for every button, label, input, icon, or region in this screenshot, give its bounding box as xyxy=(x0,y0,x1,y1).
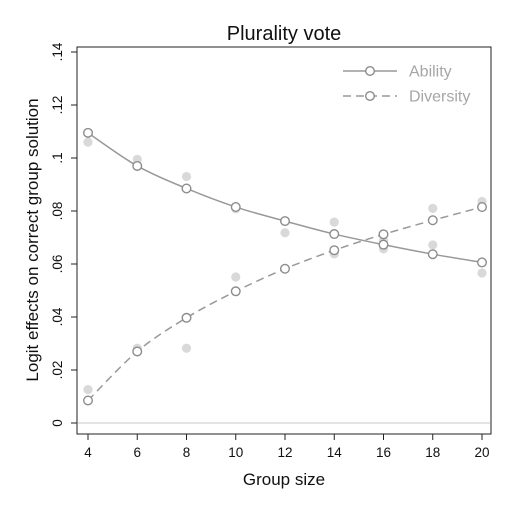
x-tick-label: 8 xyxy=(183,445,191,460)
y-axis-title: Logit effects on correct group solution xyxy=(23,98,42,381)
ability-fitted-point xyxy=(230,202,241,213)
diversity-legend-label: Diversity xyxy=(409,89,470,106)
ability-fitted-point xyxy=(132,160,143,171)
diversity-fitted-point xyxy=(378,229,389,240)
y-tick-label: 0 xyxy=(50,419,65,427)
ability-fitted-point xyxy=(329,229,340,240)
x-tick-label: 14 xyxy=(327,445,343,460)
diversity-fitted-point xyxy=(427,215,438,226)
ability-fitted-line xyxy=(87,132,483,264)
y-tick-label: .04 xyxy=(50,307,65,326)
chart-title: Plurality vote xyxy=(227,23,342,45)
ability-fitted-point xyxy=(82,127,93,138)
y-tick-label: .14 xyxy=(50,42,65,61)
diversity-fitted-point xyxy=(82,395,93,406)
diversity-observed-point xyxy=(428,203,438,213)
ability-observed-point xyxy=(83,137,93,147)
ability-fitted-point xyxy=(427,249,438,260)
y-tick-label: .12 xyxy=(50,96,65,115)
ability-legend-marker xyxy=(365,65,376,76)
ability-fitted-point xyxy=(280,216,291,227)
ability-observed-point xyxy=(329,217,339,227)
ability-observed-point xyxy=(280,228,290,238)
y-tick-label: .06 xyxy=(50,255,65,274)
x-tick-label: 6 xyxy=(133,445,141,460)
ability-observed-point xyxy=(181,171,192,182)
x-tick-label: 10 xyxy=(228,445,243,460)
ability-observed-point xyxy=(477,268,487,278)
x-tick-label: 16 xyxy=(376,445,391,460)
diversity-fitted-point xyxy=(132,346,143,357)
plot-frame xyxy=(76,46,492,435)
ability-fitted-point xyxy=(477,257,488,268)
ability-fitted-point xyxy=(181,183,192,194)
diversity-fitted-point xyxy=(477,202,488,213)
diversity-observed-point xyxy=(83,385,93,395)
axes: 4 6 8 10 12 14 16 18 20 0 .02 .04 .06 .08 .1 .12 .14 xyxy=(50,42,490,460)
x-tick-label: 20 xyxy=(474,445,489,460)
y-tick-label: .1 xyxy=(50,152,65,163)
ability-fitted-point xyxy=(378,239,389,250)
diversity-observed-point xyxy=(181,343,192,353)
x-tick-label: 18 xyxy=(425,445,440,460)
y-tick-label: .08 xyxy=(50,202,65,221)
diversity-fitted-point xyxy=(280,263,291,274)
legend: Ability Diversity xyxy=(343,64,470,106)
plot-area xyxy=(78,127,490,424)
x-tick-label: 4 xyxy=(84,445,92,460)
diversity-fitted-point xyxy=(329,245,340,256)
diversity-legend-marker xyxy=(365,90,376,101)
y-tick-label: .02 xyxy=(50,361,65,380)
x-tick-label: 12 xyxy=(277,445,292,460)
ability-observed-point xyxy=(428,240,438,250)
diversity-fitted-point xyxy=(181,312,192,323)
x-axis-title: Group size xyxy=(243,470,325,489)
diversity-observed-point xyxy=(231,272,241,282)
ability-legend-label: Ability xyxy=(409,64,452,81)
diversity-fitted-point xyxy=(230,286,241,297)
